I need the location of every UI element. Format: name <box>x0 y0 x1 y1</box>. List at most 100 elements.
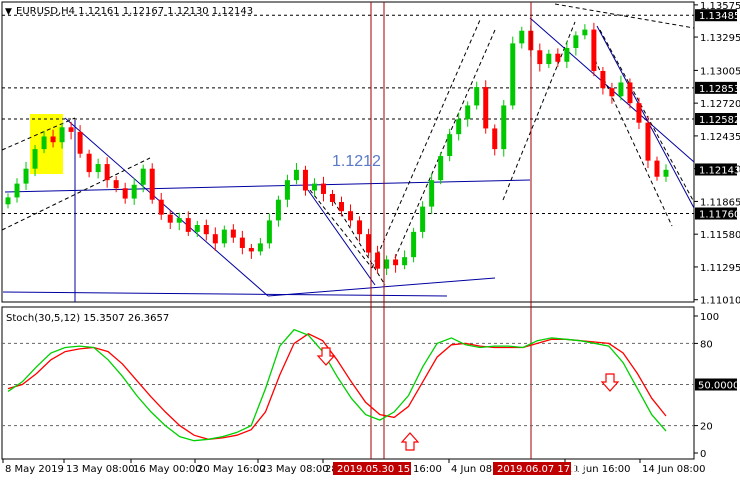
candle <box>393 254 399 273</box>
price-level-label: 1.12853 <box>699 84 740 95</box>
candle <box>113 176 119 193</box>
candle <box>411 227 417 263</box>
price-tick-label: 1.13005 <box>700 66 740 77</box>
candle <box>339 196 345 217</box>
candle <box>492 124 498 156</box>
candle <box>573 31 579 56</box>
candle <box>266 213 272 249</box>
candle <box>77 125 83 158</box>
candle <box>420 201 426 239</box>
price-level-tag <box>695 163 737 176</box>
price-tick-label: 1.11865 <box>700 197 740 208</box>
price-tick-label: 1.11010 <box>700 296 740 307</box>
price-tick-label: 1.13295 <box>700 33 740 44</box>
candle <box>609 82 615 104</box>
candle <box>230 224 236 243</box>
horizontal-levels <box>2 14 694 214</box>
candle <box>537 43 543 72</box>
time-tick-label: 14 Jun 08:00 <box>642 464 706 475</box>
stoch-d-line <box>7 333 667 440</box>
time-tick-label: 13 May 08:00 <box>66 464 135 475</box>
candle <box>582 24 588 40</box>
channel-dash-5 <box>371 19 481 269</box>
stoch-level-tag <box>695 378 737 391</box>
stoch-level-label: 50.0000 <box>698 381 739 392</box>
channel-dash-1 <box>1 117 76 151</box>
price-tick-label: 1.11295 <box>700 263 740 274</box>
candle <box>645 115 651 169</box>
time-tick-label: 8 May 2019 <box>5 464 64 475</box>
time-tick-label: 16:00 <box>413 464 442 475</box>
channel-dash-9 <box>594 59 673 227</box>
time-tick-label: 4 Jun 08:00 <box>451 464 508 475</box>
time-tick-label: 16 May 00:00 <box>133 464 202 475</box>
candle <box>546 49 552 69</box>
stoch-k-line <box>7 328 667 442</box>
candle <box>348 204 354 227</box>
time-markers <box>370 2 532 459</box>
price-level-tag <box>695 81 737 94</box>
trendline-2 <box>64 117 269 297</box>
candle <box>158 192 164 220</box>
annotation-price: 1.1212 <box>332 153 381 170</box>
candle <box>474 81 480 110</box>
stoch-panel-frame <box>1 306 695 460</box>
down-arrow-icon <box>600 373 620 392</box>
candle <box>519 26 525 49</box>
symbol-header: EURUSD,H4 1.12161 1.12167 1.12130 1.1214… <box>16 6 253 17</box>
up-arrow-icon <box>400 432 420 451</box>
candle <box>483 80 489 134</box>
candle <box>50 129 56 148</box>
candle <box>194 220 200 238</box>
candle <box>275 195 281 227</box>
candle <box>402 250 408 270</box>
candle <box>564 41 570 69</box>
candle <box>5 193 11 209</box>
down-arrow-icon <box>316 347 336 366</box>
candle <box>429 173 435 215</box>
price-level-tag <box>695 9 737 22</box>
candle <box>384 255 390 275</box>
candle <box>636 97 642 130</box>
candle <box>591 22 597 77</box>
price-tick-label: 1.11580 <box>700 230 740 241</box>
candle <box>654 156 660 181</box>
candle <box>59 123 65 149</box>
candle <box>32 145 38 177</box>
price-level-label: 1.12143 <box>699 165 740 176</box>
candle <box>167 210 173 230</box>
candle <box>41 131 47 154</box>
candle <box>176 212 182 231</box>
channel-dash-10 <box>554 3 695 29</box>
candle <box>501 100 507 157</box>
candle <box>510 36 516 110</box>
candle <box>221 225 227 248</box>
time-marker-tag <box>333 462 411 475</box>
symbol-icon: ▼ <box>5 7 12 17</box>
candle <box>95 158 101 179</box>
candle <box>375 245 381 274</box>
price-tick-label: 1.12720 <box>700 99 740 110</box>
time-tick-label: 23 May 08:00 <box>260 464 329 475</box>
candle <box>140 164 146 193</box>
price-level-tag <box>695 113 737 126</box>
candle <box>627 78 633 109</box>
candle <box>131 177 137 205</box>
candle <box>68 121 74 140</box>
candle <box>104 157 110 188</box>
candle <box>302 165 308 196</box>
candle <box>447 128 453 162</box>
candle <box>618 75 624 101</box>
candle <box>320 176 326 202</box>
stoch-tick-label: 100 <box>700 312 719 323</box>
trendline-1 <box>4 179 531 193</box>
candle <box>456 112 462 141</box>
candle <box>239 230 245 255</box>
time-marker-tag <box>493 462 571 475</box>
time-marker-label: 2019.06.07 17:00 <box>497 464 586 475</box>
candle <box>366 228 372 257</box>
candle <box>329 189 335 207</box>
stochastic-panel <box>2 328 694 442</box>
stoch-tick-label: 20 <box>700 422 713 433</box>
